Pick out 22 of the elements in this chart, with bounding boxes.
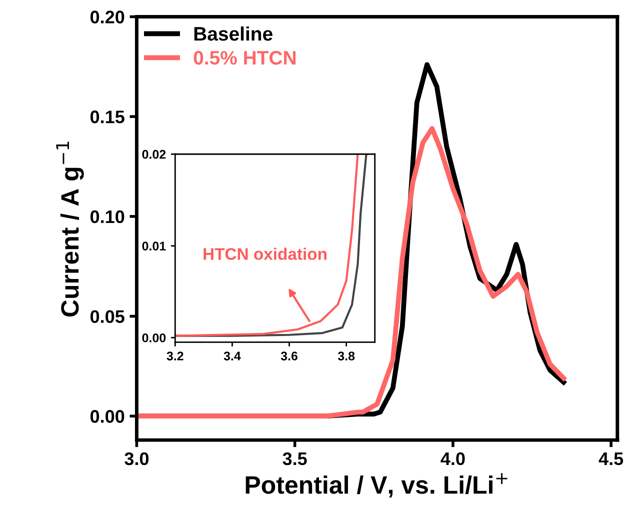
y-axis-title: Current / A g$^{−1}$ bbox=[56, 142, 84, 316]
legend-label: Baseline bbox=[194, 26, 272, 41]
y-tick-label: 0.00 bbox=[142, 333, 166, 342]
x-tick-label: 4.0 bbox=[440, 452, 465, 466]
y-tick-label: 0.01 bbox=[142, 242, 166, 251]
x-tick-label: 3.2 bbox=[166, 352, 184, 360]
x-tick-label: 3.4 bbox=[224, 352, 241, 360]
x-tick-label: 3.0 bbox=[124, 452, 149, 466]
y-tick-label: 0.15 bbox=[90, 110, 124, 124]
x-tick-label: 3.8 bbox=[338, 352, 355, 360]
x-tick-label: 3.5 bbox=[282, 452, 307, 466]
y-tick-label: 0.02 bbox=[142, 150, 166, 159]
legend-label: 0.5% HTCN bbox=[194, 50, 296, 65]
x-tick-label: 4.5 bbox=[598, 452, 624, 466]
line-series bbox=[136, 126, 566, 419]
y-tick-label: 0.05 bbox=[90, 310, 124, 323]
y-tick-label: 0.00 bbox=[90, 410, 124, 423]
y-tick-label: 0.10 bbox=[90, 210, 124, 224]
x-tick-label: 3.6 bbox=[280, 352, 298, 360]
annotation: HTCN oxidation bbox=[204, 248, 326, 260]
y-tick-label: 0.20 bbox=[90, 10, 124, 24]
x-axis-title: Potential / V, vs. Li/Li$^{+}$ bbox=[246, 473, 508, 498]
